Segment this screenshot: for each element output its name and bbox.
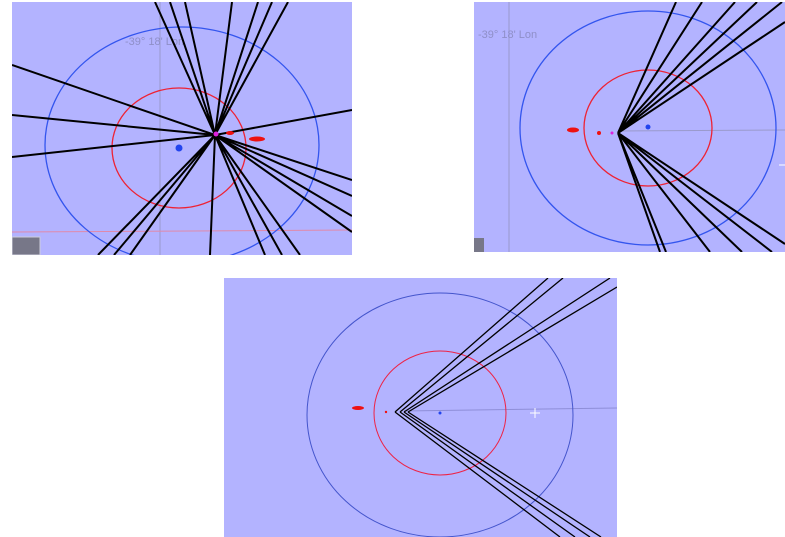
panel-2: -39° 18' Lon: [474, 2, 785, 252]
tracks: [394, 278, 617, 537]
coordinate-label: -39° 18' Lon: [478, 29, 537, 41]
tracks: [12, 2, 352, 255]
panel-1: -39° 18' Lon: [12, 2, 352, 255]
coordinate-label: -39° 18' Lon: [125, 36, 184, 48]
panel-3: [224, 278, 617, 537]
tracks: [617, 2, 785, 252]
